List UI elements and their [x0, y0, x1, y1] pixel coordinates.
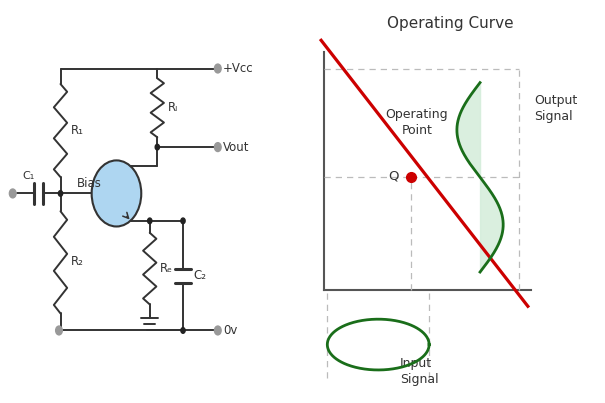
Text: R₁: R₁ — [71, 125, 84, 137]
Circle shape — [56, 326, 62, 335]
Text: 0v: 0v — [223, 324, 238, 337]
Circle shape — [58, 191, 63, 196]
Text: Input
Signal: Input Signal — [400, 357, 439, 386]
Circle shape — [92, 160, 142, 226]
Circle shape — [215, 326, 221, 335]
Text: Output
Signal: Output Signal — [534, 94, 577, 123]
Circle shape — [181, 218, 185, 224]
Circle shape — [148, 218, 152, 224]
Circle shape — [181, 328, 185, 333]
Circle shape — [215, 143, 221, 152]
Circle shape — [9, 189, 16, 198]
Text: Vout: Vout — [223, 141, 250, 154]
Circle shape — [155, 144, 160, 150]
Text: Operating
Point: Operating Point — [385, 108, 448, 137]
Text: R₂: R₂ — [71, 256, 84, 268]
Circle shape — [215, 64, 221, 73]
Text: C₁: C₁ — [22, 171, 35, 181]
Text: +Vcc: +Vcc — [223, 62, 254, 75]
Text: Operating Curve: Operating Curve — [387, 16, 514, 31]
Text: Q: Q — [388, 170, 398, 183]
Text: Bias: Bias — [77, 177, 102, 190]
Text: Rₗ: Rₗ — [168, 101, 178, 114]
Text: Rₑ: Rₑ — [160, 262, 173, 275]
Text: C₂: C₂ — [194, 269, 206, 282]
